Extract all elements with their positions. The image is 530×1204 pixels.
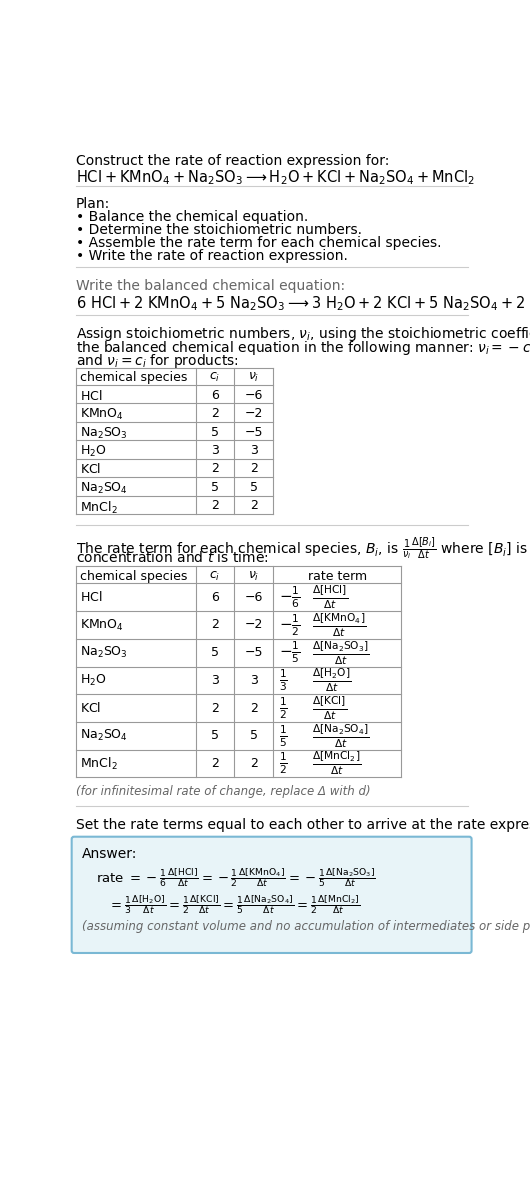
Text: • Assemble the rate term for each chemical species.: • Assemble the rate term for each chemic… bbox=[76, 236, 441, 250]
Text: Assign stoichiometric numbers, $\nu_i$, using the stoichiometric coefficients, $: Assign stoichiometric numbers, $\nu_i$, … bbox=[76, 325, 530, 343]
Text: Answer:: Answer: bbox=[82, 846, 137, 861]
Text: rate term: rate term bbox=[308, 569, 367, 583]
Text: $\mathrm{KCl}$: $\mathrm{KCl}$ bbox=[80, 462, 101, 477]
Text: −2: −2 bbox=[245, 407, 263, 420]
Text: 5: 5 bbox=[250, 480, 258, 494]
Text: $-\frac{1}{2}$: $-\frac{1}{2}$ bbox=[279, 612, 301, 638]
Text: $\mathrm{Na_2SO_3}$: $\mathrm{Na_2SO_3}$ bbox=[80, 425, 128, 441]
Text: 2: 2 bbox=[211, 757, 219, 771]
Text: $\mathrm{KCl}$: $\mathrm{KCl}$ bbox=[80, 701, 101, 715]
Text: 2: 2 bbox=[211, 702, 219, 715]
Text: −5: −5 bbox=[244, 647, 263, 659]
Text: −6: −6 bbox=[245, 389, 263, 402]
Text: 3: 3 bbox=[211, 444, 219, 458]
Text: • Determine the stoichiometric numbers.: • Determine the stoichiometric numbers. bbox=[76, 223, 361, 237]
Text: $\frac{\Delta[\mathrm{H_2O}]}{\Delta t}$: $\frac{\Delta[\mathrm{H_2O}]}{\Delta t}$ bbox=[312, 667, 351, 695]
Text: 2: 2 bbox=[211, 500, 219, 513]
Text: $\mathrm{Na_2SO_4}$: $\mathrm{Na_2SO_4}$ bbox=[80, 728, 128, 743]
Text: $\mathrm{Na_2SO_3}$: $\mathrm{Na_2SO_3}$ bbox=[80, 645, 128, 660]
Text: $\frac{\Delta[\mathrm{KMnO_4}]}{\Delta t}$: $\frac{\Delta[\mathrm{KMnO_4}]}{\Delta t… bbox=[312, 612, 366, 639]
Text: $\mathrm{KMnO_4}$: $\mathrm{KMnO_4}$ bbox=[80, 618, 124, 632]
Text: 2: 2 bbox=[211, 407, 219, 420]
Text: 5: 5 bbox=[211, 480, 219, 494]
Text: $\frac{1}{2}$: $\frac{1}{2}$ bbox=[279, 751, 288, 777]
Text: 6: 6 bbox=[211, 389, 219, 402]
Text: $\frac{1}{3}$: $\frac{1}{3}$ bbox=[279, 667, 288, 694]
Text: 3: 3 bbox=[250, 674, 258, 687]
Text: 2: 2 bbox=[250, 462, 258, 476]
Text: $\mathrm{H_2O}$: $\mathrm{H_2O}$ bbox=[80, 444, 107, 459]
Text: $\mathrm{Na_2SO_4}$: $\mathrm{Na_2SO_4}$ bbox=[80, 480, 128, 496]
Text: 5: 5 bbox=[211, 647, 219, 659]
Text: chemical species: chemical species bbox=[80, 569, 188, 583]
Text: rate $= -\frac{1}{6}\frac{\Delta[\mathrm{HCl}]}{\Delta t}= -\frac{1}{2}\frac{\De: rate $= -\frac{1}{6}\frac{\Delta[\mathrm… bbox=[96, 866, 376, 889]
Text: • Balance the chemical equation.: • Balance the chemical equation. bbox=[76, 209, 308, 224]
Text: Set the rate terms equal to each other to arrive at the rate expression:: Set the rate terms equal to each other t… bbox=[76, 819, 530, 832]
Text: $\mathrm{6\ HCl + 2\ KMnO_4 + 5\ Na_2SO_3 \longrightarrow 3\ H_2O + 2\ KCl + 5\ : $\mathrm{6\ HCl + 2\ KMnO_4 + 5\ Na_2SO_… bbox=[76, 294, 530, 313]
Text: $\frac{1}{5}$: $\frac{1}{5}$ bbox=[279, 724, 288, 749]
Text: $\frac{\Delta[\mathrm{HCl}]}{\Delta t}$: $\frac{\Delta[\mathrm{HCl}]}{\Delta t}$ bbox=[312, 584, 348, 612]
Text: concentration and $t$ is time:: concentration and $t$ is time: bbox=[76, 550, 268, 565]
Text: $\frac{\Delta[\mathrm{MnCl_2}]}{\Delta t}$: $\frac{\Delta[\mathrm{MnCl_2}]}{\Delta t… bbox=[312, 750, 361, 778]
Text: $\frac{\Delta[\mathrm{Na_2SO_4}]}{\Delta t}$: $\frac{\Delta[\mathrm{Na_2SO_4}]}{\Delta… bbox=[312, 722, 369, 750]
Text: $\frac{\Delta[\mathrm{Na_2SO_3}]}{\Delta t}$: $\frac{\Delta[\mathrm{Na_2SO_3}]}{\Delta… bbox=[312, 639, 369, 667]
FancyBboxPatch shape bbox=[72, 837, 472, 954]
Text: −2: −2 bbox=[245, 619, 263, 631]
Text: 5: 5 bbox=[211, 730, 219, 743]
Text: $c_i$: $c_i$ bbox=[209, 569, 220, 583]
Text: $\mathrm{KMnO_4}$: $\mathrm{KMnO_4}$ bbox=[80, 407, 124, 423]
Text: $\mathrm{HCl}$: $\mathrm{HCl}$ bbox=[80, 590, 103, 604]
Text: $-\frac{1}{5}$: $-\frac{1}{5}$ bbox=[279, 639, 301, 666]
Text: 2: 2 bbox=[211, 462, 219, 476]
Text: 5: 5 bbox=[250, 730, 258, 743]
Text: $\mathrm{H_2O}$: $\mathrm{H_2O}$ bbox=[80, 673, 107, 687]
Text: $\nu_i$: $\nu_i$ bbox=[248, 569, 260, 583]
Text: Plan:: Plan: bbox=[76, 196, 110, 211]
Text: 6: 6 bbox=[211, 591, 219, 603]
Text: −6: −6 bbox=[245, 591, 263, 603]
Text: (assuming constant volume and no accumulation of intermediates or side products): (assuming constant volume and no accumul… bbox=[82, 920, 530, 933]
Text: Write the balanced chemical equation:: Write the balanced chemical equation: bbox=[76, 279, 344, 294]
Text: $\frac{1}{2}$: $\frac{1}{2}$ bbox=[279, 696, 288, 721]
Text: 3: 3 bbox=[250, 444, 258, 458]
Text: $c_i$: $c_i$ bbox=[209, 371, 220, 384]
Text: • Write the rate of reaction expression.: • Write the rate of reaction expression. bbox=[76, 249, 348, 264]
Text: The rate term for each chemical species, $B_i$, is $\frac{1}{\nu_i}\frac{\Delta[: The rate term for each chemical species,… bbox=[76, 536, 530, 561]
Text: $\mathrm{HCl}$: $\mathrm{HCl}$ bbox=[80, 389, 103, 402]
Text: and $\nu_i = c_i$ for products:: and $\nu_i = c_i$ for products: bbox=[76, 352, 239, 370]
Text: 3: 3 bbox=[211, 674, 219, 687]
Text: Construct the rate of reaction expression for:: Construct the rate of reaction expressio… bbox=[76, 154, 389, 167]
Text: $\frac{\Delta[\mathrm{KCl}]}{\Delta t}$: $\frac{\Delta[\mathrm{KCl}]}{\Delta t}$ bbox=[312, 695, 347, 722]
Text: the balanced chemical equation in the following manner: $\nu_i = -c_i$ for react: the balanced chemical equation in the fo… bbox=[76, 338, 530, 356]
Text: $= \frac{1}{3}\frac{\Delta[\mathrm{H_2O}]}{\Delta t}= \frac{1}{2}\frac{\Delta[\m: $= \frac{1}{3}\frac{\Delta[\mathrm{H_2O}… bbox=[108, 893, 360, 916]
Text: 5: 5 bbox=[211, 425, 219, 438]
Text: 2: 2 bbox=[250, 500, 258, 513]
Text: $\mathrm{MnCl_2}$: $\mathrm{MnCl_2}$ bbox=[80, 756, 118, 772]
Text: 2: 2 bbox=[250, 757, 258, 771]
Text: $\mathrm{HCl + KMnO_4 + Na_2SO_3 \longrightarrow H_2O + KCl + Na_2SO_4 + MnCl_2}: $\mathrm{HCl + KMnO_4 + Na_2SO_3 \longri… bbox=[76, 169, 474, 187]
Text: 2: 2 bbox=[250, 702, 258, 715]
Text: $\mathrm{MnCl_2}$: $\mathrm{MnCl_2}$ bbox=[80, 500, 118, 515]
Text: −5: −5 bbox=[244, 425, 263, 438]
Text: $\nu_i$: $\nu_i$ bbox=[248, 371, 260, 384]
Text: chemical species: chemical species bbox=[80, 371, 188, 384]
Text: $-\frac{1}{6}$: $-\frac{1}{6}$ bbox=[279, 584, 301, 610]
Text: (for infinitesimal rate of change, replace Δ with d): (for infinitesimal rate of change, repla… bbox=[76, 785, 370, 798]
Text: 2: 2 bbox=[211, 619, 219, 631]
